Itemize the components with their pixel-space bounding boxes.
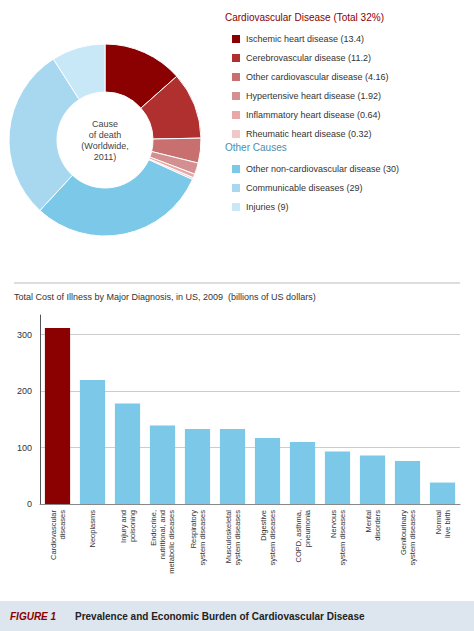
svg-text:Communicable diseases (29): Communicable diseases (29) — [246, 183, 363, 193]
svg-text:300: 300 — [17, 330, 32, 340]
svg-text:Endocrine,: Endocrine, — [149, 510, 158, 546]
svg-text:2011): 2011) — [94, 152, 116, 162]
svg-text:Musculoskeletal: Musculoskeletal — [224, 510, 233, 564]
svg-text:FIGURE 1: FIGURE 1 — [10, 611, 57, 622]
svg-text:system diseases: system diseases — [198, 510, 207, 566]
svg-text:0: 0 — [27, 499, 32, 509]
svg-text:metabolic diseases: metabolic diseases — [167, 510, 176, 574]
svg-text:live birth: live birth — [443, 510, 452, 538]
svg-text:Digestive: Digestive — [259, 510, 268, 541]
svg-text:system diseases: system diseases — [408, 510, 417, 566]
svg-text:Cerebrovascular disease (11.2): Cerebrovascular disease (11.2) — [246, 53, 371, 63]
svg-text:Cardiovascular Disease (Total: Cardiovascular Disease (Total 32%) — [225, 12, 384, 23]
svg-text:Cause: Cause — [92, 119, 118, 129]
svg-text:Total Cost of Illness by Major: Total Cost of Illness by Major Diagnosis… — [14, 292, 316, 302]
svg-text:Neoplasms: Neoplasms — [88, 510, 97, 548]
svg-text:Hypertensive heart disease (1.: Hypertensive heart disease (1.92) — [246, 91, 381, 101]
svg-text:Genitourinary: Genitourinary — [399, 510, 408, 555]
svg-text:system diseases: system diseases — [233, 510, 242, 566]
svg-text:Nervous: Nervous — [329, 510, 338, 538]
svg-text:Injury and: Injury and — [119, 510, 128, 543]
svg-text:pneumonia: pneumonia — [303, 509, 312, 547]
svg-text:200: 200 — [17, 386, 32, 396]
svg-text:Inflammatory heart disease (0.: Inflammatory heart disease (0.64) — [246, 110, 381, 120]
svg-text:diseases: diseases — [58, 510, 67, 540]
svg-text:Respiratory: Respiratory — [189, 510, 198, 549]
svg-text:100: 100 — [17, 443, 32, 453]
svg-text:nutritional, and: nutritional, and — [158, 510, 167, 559]
svg-text:of death: of death — [89, 130, 122, 140]
svg-text:disorders: disorders — [373, 510, 382, 541]
svg-text:Rheumatic heart disease (0.32): Rheumatic heart disease (0.32) — [246, 129, 372, 139]
svg-text:system diseases: system diseases — [268, 510, 277, 566]
svg-text:Prevalence and Economic Burden: Prevalence and Economic Burden of Cardio… — [75, 611, 365, 622]
svg-text:Normal: Normal — [434, 510, 443, 535]
svg-text:Cardiovascular: Cardiovascular — [49, 510, 58, 561]
svg-text:Ischemic heart disease (13.4): Ischemic heart disease (13.4) — [246, 34, 364, 44]
svg-text:Other Causes: Other Causes — [225, 142, 287, 153]
svg-text:system diseases: system diseases — [338, 510, 347, 566]
svg-text:poisoning: poisoning — [128, 510, 137, 542]
svg-text:Other cardiovascular disease (: Other cardiovascular disease (4.16) — [246, 72, 389, 82]
svg-text:Mental: Mental — [364, 510, 373, 533]
svg-text:(Worldwide,: (Worldwide, — [81, 141, 128, 151]
svg-text:Other non-cardiovascular disea: Other non-cardiovascular disease (30) — [246, 164, 399, 174]
svg-text:COPD, asthma,: COPD, asthma, — [294, 510, 303, 563]
svg-text:Injuries (9): Injuries (9) — [246, 202, 289, 212]
